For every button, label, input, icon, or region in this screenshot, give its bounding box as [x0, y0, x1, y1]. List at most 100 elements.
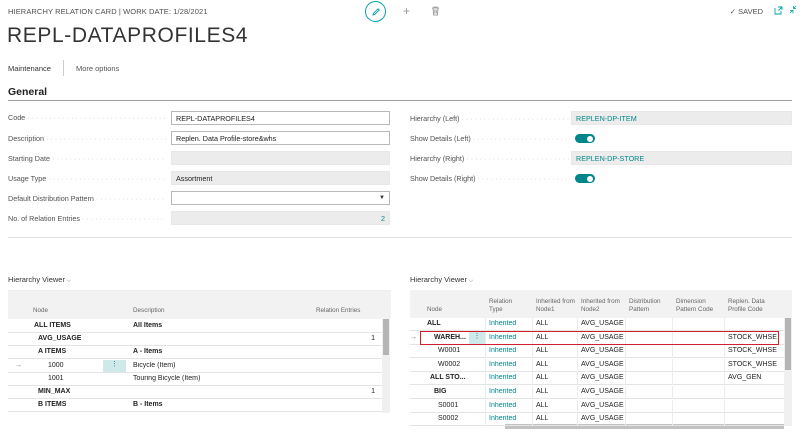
default-distribution-pattern-select[interactable]: ▼: [171, 191, 390, 205]
node-cell[interactable]: 1000: [48, 361, 64, 369]
show-details-left-toggle[interactable]: [575, 134, 595, 143]
node-cell[interactable]: AVG_USAGE: [38, 335, 82, 343]
general-section-title[interactable]: General: [8, 86, 48, 98]
inherited-node2-cell: AVG_USAGE: [581, 374, 624, 382]
table-row[interactable]: S0001 Inherited ALL AVG_USAGE: [410, 399, 784, 413]
row-menu-button[interactable]: ⋮: [103, 359, 126, 372]
scrollbar-track[interactable]: [784, 318, 792, 426]
column-divider: [577, 318, 578, 331]
column-divider: [724, 399, 725, 413]
relation-type-cell[interactable]: Inherited: [489, 333, 517, 341]
table-row[interactable]: AVG_USAGE 1: [8, 333, 382, 347]
replen-data-profile-cell: AVG_GEN: [728, 374, 762, 382]
column-divider: [577, 372, 578, 386]
column-divider: [724, 413, 725, 427]
column-divider: [672, 399, 673, 413]
relation-type-cell[interactable]: Inherited: [489, 360, 517, 368]
column-header-replen-data-profile-code[interactable]: Replen. Data Profile Code: [728, 298, 765, 313]
right-hierarchy-grid: Node Relation Type Inherited from Node1 …: [410, 290, 792, 430]
column-divider: [724, 331, 725, 345]
node-cell[interactable]: MIN_MAX: [38, 388, 71, 395]
column-header-inherited-node1[interactable]: Inherited from Node1: [536, 298, 575, 313]
row-menu-button[interactable]: ⋮: [469, 331, 485, 344]
column-divider: [724, 318, 725, 331]
relation-type-cell[interactable]: Inherited: [489, 374, 517, 382]
replen-data-profile-cell: STOCK_WHSE: [728, 360, 777, 368]
column-header-dimension-pattern-code[interactable]: Dimension Pattern Code: [676, 298, 714, 313]
hierarchy-right-value[interactable]: REPLEN-DP-STORE: [571, 151, 792, 165]
left-hierarchy-viewer-title[interactable]: Hierarchy Viewer ⌵: [8, 275, 71, 285]
relation-entries-cell: 1: [371, 335, 375, 343]
table-row[interactable]: ALL Inherited ALL AVG_USAGE: [410, 318, 784, 331]
node-cell[interactable]: W0001: [438, 347, 461, 355]
delete-icon[interactable]: [431, 6, 440, 18]
relation-type-cell[interactable]: Inherited: [489, 320, 517, 327]
node-cell[interactable]: S0002: [438, 415, 459, 423]
edit-button[interactable]: [365, 1, 386, 22]
node-cell[interactable]: ALL STO...: [430, 374, 466, 382]
column-divider: [724, 345, 725, 359]
column-header-relation-entries[interactable]: Relation Entries: [316, 307, 361, 314]
column-header-distribution-pattern[interactable]: Distribution Pattern: [629, 298, 661, 313]
add-icon[interactable]: +: [403, 4, 411, 18]
column-divider: [625, 413, 626, 427]
scrollbar-track[interactable]: [382, 319, 390, 413]
scrollbar-thumb[interactable]: [383, 319, 389, 355]
table-row[interactable]: B ITEMS B - Items: [8, 399, 382, 413]
code-field[interactable]: REPL-DATAPROFILES4: [171, 111, 390, 125]
node-cell[interactable]: BIG: [434, 388, 447, 395]
relation-type-cell[interactable]: Inherited: [489, 415, 517, 423]
right-hierarchy-viewer-title[interactable]: Hierarchy Viewer ⌵: [410, 275, 473, 285]
maintenance-action[interactable]: Maintenance: [8, 63, 51, 73]
relation-entries-value[interactable]: 2: [171, 211, 390, 225]
inherited-node1-cell: ALL: [536, 388, 549, 395]
table-row[interactable]: A ITEMS A - Items: [8, 346, 382, 360]
show-details-left-label: Show Details (Left): [410, 134, 570, 143]
open-new-window-icon[interactable]: [774, 6, 783, 17]
column-header-node[interactable]: Node: [427, 306, 443, 313]
collapse-icon[interactable]: [789, 5, 797, 16]
scrollbar-thumb[interactable]: [785, 318, 791, 370]
hierarchy-left-value[interactable]: REPLEN-DP-ITEM: [571, 111, 792, 125]
table-row[interactable]: S0002 Inherited ALL AVG_USAGE: [410, 413, 784, 427]
node-cell[interactable]: A ITEMS: [38, 348, 67, 356]
relation-type-cell[interactable]: Inherited: [489, 347, 517, 355]
description-field[interactable]: Replen. Data Profile-store&whs: [171, 131, 390, 145]
relation-type-cell[interactable]: Inherited: [489, 388, 517, 395]
column-header-description[interactable]: Description: [133, 307, 165, 314]
show-details-right-toggle[interactable]: [575, 174, 595, 183]
table-row[interactable]: ALL ITEMS All Items: [8, 320, 382, 333]
replen-data-profile-cell: STOCK_WHSE: [728, 333, 777, 341]
column-header-node[interactable]: Node: [33, 307, 49, 314]
table-row[interactable]: ALL STO... Inherited ALL AVG_USAGE AVG_GEN: [410, 372, 784, 386]
table-row[interactable]: W0002 Inherited ALL AVG_USAGE STOCK_WHSE: [410, 358, 784, 372]
grid-header-bar: [8, 291, 391, 319]
column-divider: [577, 399, 578, 413]
column-divider: [532, 331, 533, 345]
chevron-down-icon: ▼: [379, 195, 385, 201]
column-header-relation-type[interactable]: Relation Type: [489, 298, 513, 313]
table-row[interactable]: → ⋮ 1000 Bicycle (Item): [8, 359, 382, 373]
code-label: Code: [8, 113, 166, 122]
more-options-action[interactable]: More options: [75, 63, 120, 73]
node-cell[interactable]: B ITEMS: [38, 401, 67, 409]
table-row[interactable]: BIG Inherited ALL AVG_USAGE: [410, 386, 784, 399]
node-cell[interactable]: ALL ITEMS: [34, 322, 71, 329]
check-icon: ✓: [729, 7, 737, 16]
description-cell: Bicycle (Item): [133, 361, 176, 369]
node-cell[interactable]: ALL: [427, 320, 441, 327]
node-cell[interactable]: S0001: [438, 401, 459, 409]
node-cell[interactable]: WAREH...: [434, 333, 466, 341]
node-cell[interactable]: 1001: [48, 374, 64, 382]
relation-type-cell[interactable]: Inherited: [489, 401, 517, 409]
horizontal-scrollbar-thumb[interactable]: [505, 424, 784, 429]
column-divider: [485, 399, 486, 413]
inherited-node1-cell: ALL: [536, 320, 549, 327]
node-cell[interactable]: W0002: [438, 360, 461, 368]
section-bottom-divider: [8, 237, 792, 238]
column-header-inherited-node2[interactable]: Inherited from Node2: [581, 298, 620, 313]
table-row[interactable]: MIN_MAX 1: [8, 386, 382, 399]
saved-label: SAVED: [738, 7, 763, 16]
table-row[interactable]: 1001 Touring Bicycle (Item): [8, 373, 382, 386]
table-row[interactable]: W0001 Inherited ALL AVG_USAGE STOCK_WHSE: [410, 345, 784, 359]
